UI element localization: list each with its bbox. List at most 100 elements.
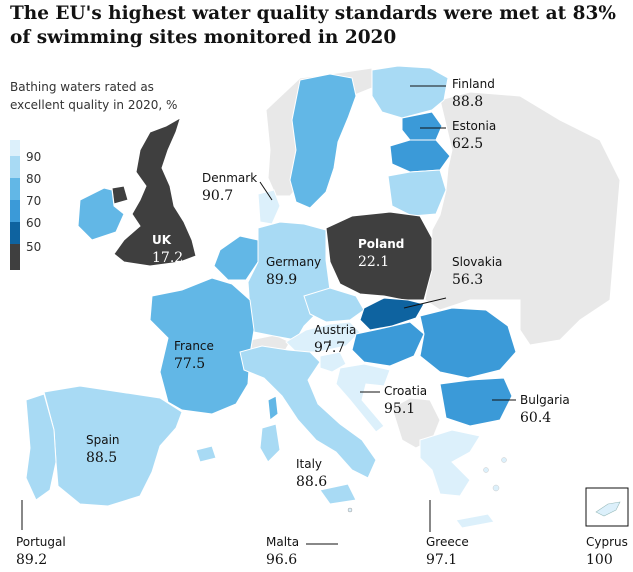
legend-swatch-70 bbox=[10, 178, 20, 200]
legend-swatch-60 bbox=[10, 200, 20, 222]
legend-tick-90: 90 bbox=[26, 150, 42, 164]
country-sweden bbox=[289, 73, 357, 209]
country-italy bbox=[239, 345, 377, 479]
country-benelux bbox=[213, 235, 259, 281]
island-sardinia bbox=[259, 423, 281, 463]
label-malta-value: 96.6 bbox=[266, 552, 298, 568]
label-slovakia: Slovakia 56.3 bbox=[452, 254, 502, 289]
label-france: France 77.5 bbox=[174, 338, 214, 373]
label-estonia-value: 62.5 bbox=[452, 136, 484, 152]
country-malta bbox=[347, 507, 353, 513]
label-germany-value: 89.9 bbox=[266, 272, 298, 288]
island-crete bbox=[455, 513, 495, 529]
label-bulgaria-value: 60.4 bbox=[520, 410, 552, 426]
country-poland bbox=[325, 211, 433, 301]
label-italy-name: Italy bbox=[296, 457, 323, 471]
island-aegean bbox=[483, 467, 489, 473]
label-cyprus: Cyprus 100 bbox=[586, 534, 628, 569]
label-spain-value: 88.5 bbox=[86, 450, 118, 466]
country-hungary bbox=[351, 321, 425, 367]
label-portugal-value: 89.2 bbox=[16, 552, 48, 568]
label-croatia: Croatia 95.1 bbox=[384, 383, 427, 418]
country-balkans bbox=[391, 397, 441, 449]
country-finland bbox=[371, 65, 449, 119]
legend-swatch-80 bbox=[10, 156, 20, 178]
label-austria-name: Austria bbox=[314, 323, 357, 337]
label-portugal-name: Portugal bbox=[16, 535, 66, 549]
label-austria-value: 97.7 bbox=[314, 340, 346, 356]
label-poland-name: Poland bbox=[358, 237, 405, 251]
label-uk: UK 17.2 bbox=[152, 232, 183, 267]
country-uk-ni bbox=[111, 185, 129, 205]
legend-tick-70: 70 bbox=[26, 194, 42, 208]
country-greece bbox=[419, 429, 481, 497]
label-slovakia-value: 56.3 bbox=[452, 272, 484, 288]
label-italy-value: 88.6 bbox=[296, 474, 328, 490]
country-france bbox=[149, 277, 255, 415]
country-russia-belarus-ukraine bbox=[424, 91, 621, 346]
label-estonia: Estonia 62.5 bbox=[452, 118, 496, 153]
legend-swatch-below bbox=[10, 244, 20, 270]
legend-tick-50: 50 bbox=[26, 240, 42, 254]
label-croatia-value: 95.1 bbox=[384, 401, 416, 417]
label-france-name: France bbox=[174, 339, 214, 353]
country-uk bbox=[113, 99, 197, 267]
country-slovakia bbox=[359, 297, 425, 331]
legend-title: Bathing waters rated as excellent qualit… bbox=[10, 80, 178, 112]
label-finland-name: Finland bbox=[452, 77, 495, 91]
country-denmark bbox=[257, 189, 281, 225]
island-balearic bbox=[195, 445, 217, 463]
label-italy: Italy 88.6 bbox=[296, 456, 327, 491]
country-spain bbox=[43, 385, 183, 507]
country-slovenia bbox=[319, 351, 347, 373]
label-uk-name: UK bbox=[152, 233, 172, 247]
label-portugal: Portugal 89.2 bbox=[16, 534, 66, 569]
label-greece-name: Greece bbox=[426, 535, 469, 549]
country-czechia bbox=[303, 287, 365, 323]
label-cyprus-value: 100 bbox=[586, 552, 613, 568]
country-cyprus bbox=[595, 501, 621, 517]
label-spain: Spain 88.5 bbox=[86, 432, 120, 467]
country-bulgaria bbox=[439, 377, 513, 427]
country-portugal bbox=[25, 393, 57, 501]
label-greece: Greece 97.1 bbox=[426, 534, 469, 569]
label-germany-name: Germany bbox=[266, 255, 322, 269]
leader-denmark bbox=[259, 181, 273, 201]
label-estonia-name: Estonia bbox=[452, 119, 497, 133]
label-spain-name: Spain bbox=[86, 433, 120, 447]
chart-title: The EU's highest water quality standards… bbox=[10, 3, 616, 48]
country-croatia bbox=[335, 363, 391, 433]
label-finland-value: 88.8 bbox=[452, 94, 484, 110]
country-latvia bbox=[389, 139, 451, 173]
leader-slovakia bbox=[403, 297, 447, 309]
label-austria: Austria 97.7 bbox=[314, 322, 356, 357]
label-denmark: Denmark 90.7 bbox=[202, 170, 257, 205]
country-romania bbox=[419, 307, 517, 379]
island-aegean bbox=[501, 457, 507, 463]
label-denmark-value: 90.7 bbox=[202, 188, 234, 204]
legend-swatch-90 bbox=[10, 140, 20, 156]
label-poland-value: 22.1 bbox=[358, 254, 390, 270]
label-croatia-name: Croatia bbox=[384, 384, 428, 398]
label-bulgaria-name: Bulgaria bbox=[520, 393, 570, 407]
label-finland: Finland 88.8 bbox=[452, 76, 495, 111]
island-corsica bbox=[267, 395, 279, 421]
island-aegean bbox=[492, 484, 500, 492]
label-france-value: 77.5 bbox=[174, 356, 206, 372]
label-greece-value: 97.1 bbox=[426, 552, 458, 568]
country-ireland bbox=[77, 187, 125, 241]
label-uk-value: 17.2 bbox=[152, 250, 184, 266]
label-denmark-name: Denmark bbox=[202, 171, 258, 185]
label-bulgaria: Bulgaria 60.4 bbox=[520, 392, 570, 427]
legend-tick-60: 60 bbox=[26, 216, 42, 230]
label-malta-name: Malta bbox=[266, 535, 300, 549]
label-poland: Poland 22.1 bbox=[358, 236, 404, 271]
label-germany: Germany 89.9 bbox=[266, 254, 321, 289]
legend-tick-80: 80 bbox=[26, 172, 42, 186]
label-slovakia-name: Slovakia bbox=[452, 255, 503, 269]
label-malta: Malta 96.6 bbox=[266, 534, 299, 569]
country-lithuania bbox=[387, 169, 447, 217]
island-sicily bbox=[319, 483, 357, 505]
legend-swatch-50 bbox=[10, 222, 20, 244]
